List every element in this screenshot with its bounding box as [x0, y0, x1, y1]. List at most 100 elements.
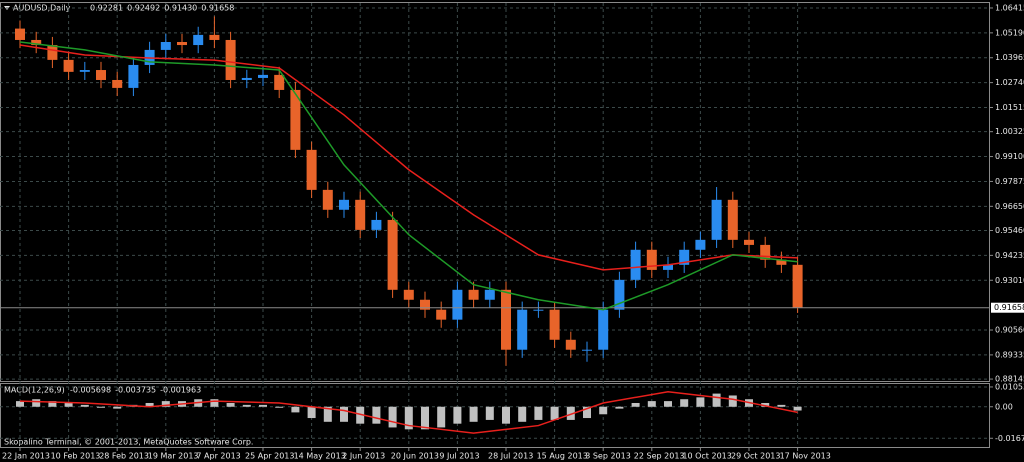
candle-body — [776, 259, 787, 265]
macd-bar — [599, 406, 608, 415]
candle-body — [420, 299, 430, 310]
candle-body — [225, 39, 236, 80]
candle-body — [339, 199, 349, 210]
macd-bar — [404, 406, 413, 430]
candle-body — [355, 199, 366, 230]
macd-bar — [485, 406, 494, 420]
macd-bar — [761, 402, 770, 407]
candle-body — [31, 39, 42, 46]
candle-body — [760, 244, 771, 260]
macd-panel-border — [0, 383, 990, 448]
candle-body — [96, 70, 106, 80]
y-tick-label: 1.05190 — [995, 28, 1024, 37]
macd-bar — [664, 401, 672, 407]
y-tick-label: 1.03965 — [995, 53, 1024, 62]
candle-body — [630, 249, 641, 280]
candle-body — [193, 34, 204, 46]
candle-body — [501, 289, 511, 350]
current-price-label: 0.91658 — [994, 303, 1024, 312]
macd-bar — [145, 402, 154, 407]
y-tick-label: 1.00325 — [995, 127, 1024, 136]
x-tick-label: 2 Jun 2013 — [342, 452, 385, 461]
candle-body — [209, 34, 220, 40]
macd-bar — [340, 406, 348, 422]
candle-body — [274, 74, 285, 90]
macd-bar — [631, 402, 640, 407]
y-tick-label: 0.89335 — [995, 350, 1024, 359]
x-tick-label: 14 May 2013 — [294, 452, 346, 461]
x-tick-label: 3 Sep 2013 — [585, 452, 631, 461]
y-tick-label: -0.016754 — [995, 434, 1024, 443]
candle-body — [614, 279, 625, 310]
macd-bar — [226, 402, 235, 407]
macd-bar — [32, 399, 41, 407]
macd-bar — [647, 401, 656, 407]
candle-body — [598, 309, 609, 350]
macd-bar — [16, 401, 24, 407]
macd-bar — [275, 406, 284, 408]
macd-bar — [113, 406, 122, 409]
y-tick-label: 0.88145 — [995, 375, 1024, 384]
macd-title: MACD(12,26,9) — [4, 386, 65, 395]
macd-bar — [469, 406, 478, 422]
candle-body — [322, 189, 333, 210]
chart-title: AUDUSD,Daily — [13, 4, 71, 13]
candle-body — [744, 239, 754, 245]
candle-body — [517, 309, 528, 350]
candle-body — [663, 264, 673, 270]
x-tick-label: 29 Oct 2013 — [731, 452, 780, 461]
candle-body — [436, 309, 447, 320]
indicator-line — [19, 41, 798, 311]
candle-body — [695, 239, 706, 250]
header-value: 0.91658 — [201, 4, 234, 13]
macd-bar — [259, 404, 267, 407]
header-value: -0.003735 — [115, 386, 156, 395]
header-value: -0.005698 — [70, 386, 111, 395]
y-tick-label: 1.06415 — [995, 3, 1024, 12]
candle-body — [290, 89, 301, 150]
macd-bar — [64, 402, 73, 407]
x-tick-label: 10 Oct 2013 — [682, 452, 731, 461]
candle-body — [160, 41, 171, 50]
candle-body — [711, 199, 722, 240]
macd-bar — [550, 406, 559, 420]
macd-bar — [793, 406, 802, 411]
x-tick-label: 20 Jun 2013 — [391, 452, 439, 461]
candle-body — [241, 77, 252, 80]
candle-body — [306, 149, 317, 190]
candle-body — [727, 199, 738, 240]
candle-body — [452, 289, 463, 320]
macd-bar — [242, 404, 251, 407]
candle-body — [484, 289, 495, 300]
header-value: -0.001963 — [160, 386, 201, 395]
current-price-box — [991, 302, 1024, 313]
macd-bar — [615, 406, 624, 409]
candle-body — [565, 339, 576, 350]
macd-bar — [421, 406, 429, 430]
macd-bar — [161, 401, 170, 407]
macd-bar — [502, 406, 510, 424]
x-tick-label: 28 Jul 2013 — [488, 452, 533, 461]
candle-body — [679, 249, 690, 265]
macd-bar — [291, 406, 300, 413]
candle-body — [533, 309, 544, 311]
candle-body — [371, 219, 382, 230]
candle-body — [112, 79, 123, 88]
x-tick-label: 7 Apr 2013 — [196, 452, 240, 461]
macd-bar — [437, 406, 446, 428]
macd-bar — [534, 406, 543, 420]
candle-body — [128, 64, 139, 88]
macd-bar — [777, 404, 786, 407]
header-value: 0.91430 — [164, 4, 197, 13]
x-tick-label: 15 Aug 2013 — [537, 452, 588, 461]
macd-bar — [728, 395, 737, 407]
candle-body — [582, 349, 592, 351]
y-tick-label: 0.97875 — [995, 177, 1024, 186]
